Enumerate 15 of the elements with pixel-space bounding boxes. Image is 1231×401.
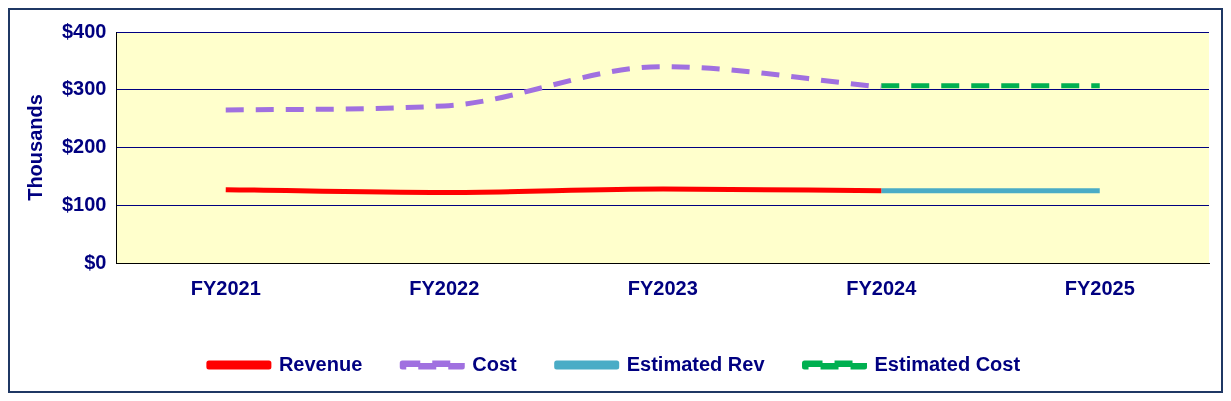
y-axis-title: Thousands (23, 94, 46, 201)
x-tick-label: FY2022 (409, 276, 480, 299)
legend-label: Revenue (278, 352, 363, 375)
y-tick-label: $0 (84, 250, 107, 273)
legend-label: Cost (472, 352, 518, 375)
x-tick-label: FY2025 (1064, 276, 1135, 299)
x-tick-label: FY2021 (190, 276, 261, 299)
y-tick-label: $200 (61, 135, 107, 158)
x-tick-label: FY2024 (846, 276, 918, 299)
legend-label: Estimated Cost (874, 352, 1021, 375)
legend-label: Estimated Rev (626, 352, 766, 375)
y-tick-label: $300 (61, 77, 107, 100)
y-tick-label: $100 (61, 192, 107, 215)
x-tick-label: FY2023 (627, 276, 698, 299)
y-tick-label: $400 (61, 19, 107, 42)
